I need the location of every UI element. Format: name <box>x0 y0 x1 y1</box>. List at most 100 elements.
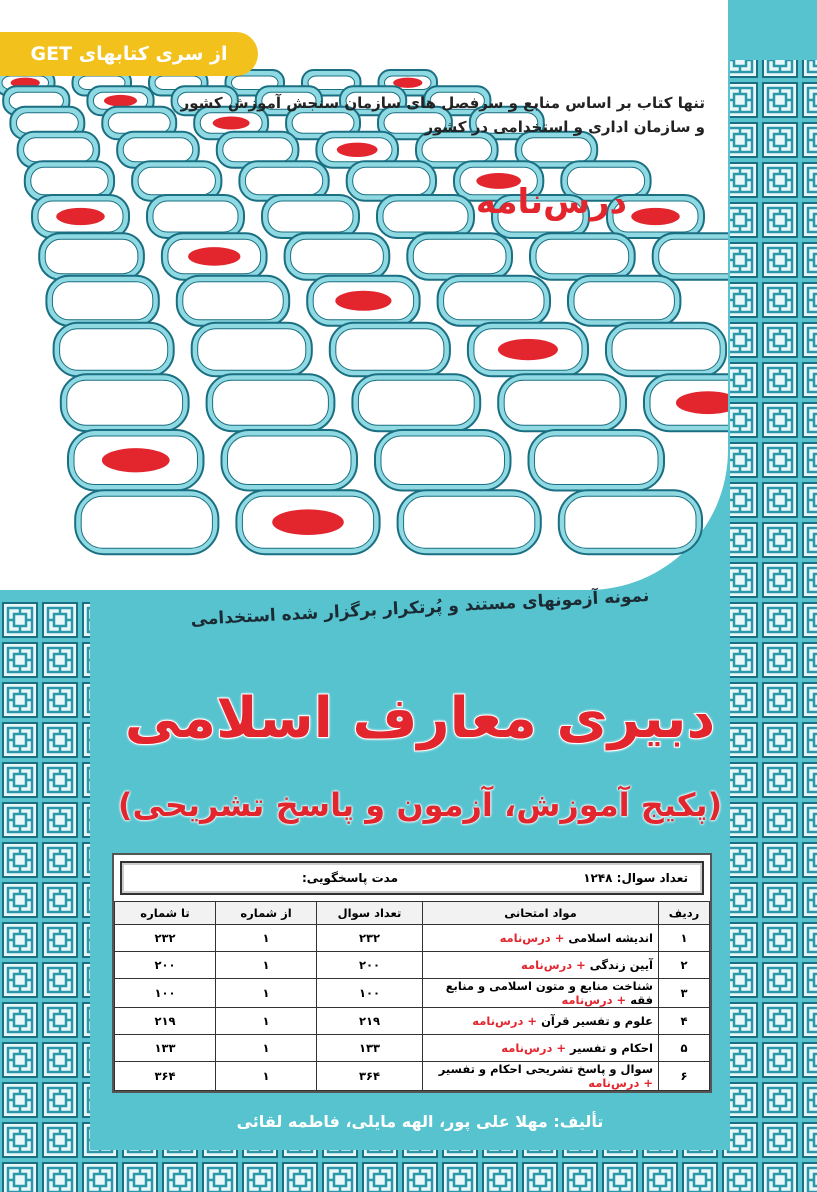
pool-inner <box>267 200 354 233</box>
number-cell: ۲۱۹ <box>114 1007 216 1035</box>
number-cell: ۳۶۴ <box>316 1061 423 1091</box>
pool-inner <box>307 75 355 90</box>
pool-inner <box>261 91 317 110</box>
fish <box>675 391 740 415</box>
exam-table: تعداد سوال: ۱۲۴۸ مدت پاسخگویی: ردیف مواد … <box>112 853 712 1093</box>
number-cell: ۲۰۰ <box>316 951 423 979</box>
series-badge: از سری کتابهای GET <box>0 32 258 76</box>
pool-inner <box>244 166 324 196</box>
number-cell: ۱۳۳ <box>316 1034 423 1062</box>
subject-suffix: + درس‌نامه <box>588 1076 653 1090</box>
pool-inner <box>412 238 507 275</box>
pool-inner <box>352 166 431 196</box>
subject: اندیشه اسلامی <box>568 931 653 945</box>
title: دبیری معارف اسلامی <box>124 685 717 752</box>
subject-cell: شناخت منابع و متون اسلامی و منابع فقه + … <box>422 978 659 1008</box>
pool-inner <box>475 112 539 134</box>
table-body: ۱ اندیشه اسلامی + درس‌نامه ۲۳۲ ۱ ۲۳۲ ۲ آیین زن… <box>114 924 710 1091</box>
pool-inner <box>15 112 79 134</box>
number-cell: ۱۳۳ <box>114 1034 216 1062</box>
subject-cell: احکام و تفسیر + درس‌نامه <box>422 1034 659 1062</box>
row-number: ۲ <box>658 951 710 979</box>
pool-inner <box>51 281 154 321</box>
pool-inner <box>290 238 384 275</box>
number-cell: ۱ <box>215 924 317 952</box>
table-row: ۵ احکام و تفسیر + درس‌نامه ۱۳۳ ۱ ۱۳۳ <box>114 1034 710 1062</box>
pool-inner <box>152 200 239 233</box>
row-number: ۶ <box>658 1061 710 1091</box>
pool-inner <box>443 281 545 321</box>
pool-inner <box>107 112 171 134</box>
pool-inner <box>23 137 94 163</box>
fish <box>393 77 423 88</box>
pool-inner <box>122 137 194 163</box>
fish <box>56 207 105 226</box>
subject-cell: علوم و تفسیر قرآن + درس‌نامه <box>422 1007 659 1035</box>
table: ردیف مواد امتحانی تعداد سوال از شماره تا شما… <box>114 901 710 1091</box>
subject-suffix: + درس‌نامه <box>561 993 627 1007</box>
pool-inner <box>566 166 646 196</box>
pool-inner <box>222 137 293 163</box>
pool-inner <box>66 379 184 426</box>
subject-cell: سوال و پاسخ تشریحی احکام و تفسیر + درس‌ن… <box>422 1061 659 1091</box>
duration: مدت پاسخگویی: <box>302 871 399 885</box>
authors: تألیف: مهلا علی پور، الهه مایلی، فاطمه ل… <box>236 1112 604 1131</box>
table-row: ۳ شناخت منابع و متون اسلامی و منابع فقه +… <box>114 978 710 1008</box>
pool-illustration <box>0 69 773 556</box>
pool-inner <box>535 238 630 275</box>
fish <box>272 509 344 535</box>
pool-inner <box>382 200 469 233</box>
illustration-panel <box>0 0 773 590</box>
pool-inner <box>564 495 697 549</box>
pool-inner <box>573 281 675 321</box>
row-number: ۴ <box>658 1007 710 1035</box>
fish <box>101 448 170 473</box>
table-row: ۴ علوم و تفسیر قرآن + درس‌نامه ۲۱۹ ۱ ۲۱۹ <box>114 1007 710 1035</box>
number-cell: ۲۰۰ <box>114 951 216 979</box>
pool-inner <box>227 435 352 485</box>
pool-inner <box>421 137 493 163</box>
pool-inner <box>383 112 447 134</box>
pool-inner <box>380 435 505 485</box>
subject: آیین زندگی <box>589 958 653 972</box>
row-number: ۵ <box>658 1034 710 1062</box>
number-cell: ۲۳۲ <box>114 924 216 952</box>
subject-suffix: + درس‌نامه <box>472 1014 538 1028</box>
column-header: مواد امتحانی <box>422 901 659 925</box>
subject-cell: آیین زندگی + درس‌نامه <box>422 951 659 979</box>
pool-inner <box>521 137 592 163</box>
pool-inner <box>30 166 109 196</box>
number-cell: ۱ <box>215 1034 317 1062</box>
subject: علوم و تفسیر قرآن <box>541 1014 653 1028</box>
number-cell: ۲۳۲ <box>316 924 423 952</box>
fish <box>476 173 521 189</box>
tagline: و سازمان اداری و استخدامی در کشور <box>424 118 705 136</box>
pool-inner <box>335 328 445 371</box>
row-number: ۱ <box>658 924 710 952</box>
pool-inner <box>182 281 284 321</box>
fish <box>212 116 250 130</box>
pool-inner <box>534 435 659 485</box>
number-cell: ۲۱۹ <box>316 1007 423 1035</box>
fish <box>631 207 680 226</box>
number-cell: ۳۶۴ <box>114 1061 216 1091</box>
tagline: تنها کتاب بر اساس منابع و سرفصل های سازم… <box>180 94 705 112</box>
pool-inner <box>658 238 752 275</box>
column-header: تا شماره <box>114 901 216 925</box>
number-cell: ۱ <box>215 978 317 1008</box>
subject-suffix: + درس‌نامه <box>499 931 565 945</box>
table-row: ۲ آیین زندگی + درس‌نامه ۲۰۰ ۱ ۲۰۰ <box>114 951 710 979</box>
subject-cell: اندیشه اسلامی + درس‌نامه <box>422 924 659 952</box>
header-row: ردیف مواد امتحانی تعداد سوال از شماره تا شما… <box>114 901 710 925</box>
pool-inner <box>197 328 307 371</box>
pool-inner <box>212 379 329 426</box>
fish <box>497 338 558 361</box>
table-row: ۱ اندیشه اسلامی + درس‌نامه ۲۳۲ ۱ ۲۳۲ <box>114 924 710 952</box>
column-header: تعداد سوال <box>316 901 423 925</box>
pool-inner <box>291 112 355 134</box>
pool-inner <box>503 379 621 426</box>
number-cell: ۱ <box>215 1007 317 1035</box>
number-cell: ۱ <box>215 1061 317 1091</box>
pool-inner <box>44 238 139 275</box>
